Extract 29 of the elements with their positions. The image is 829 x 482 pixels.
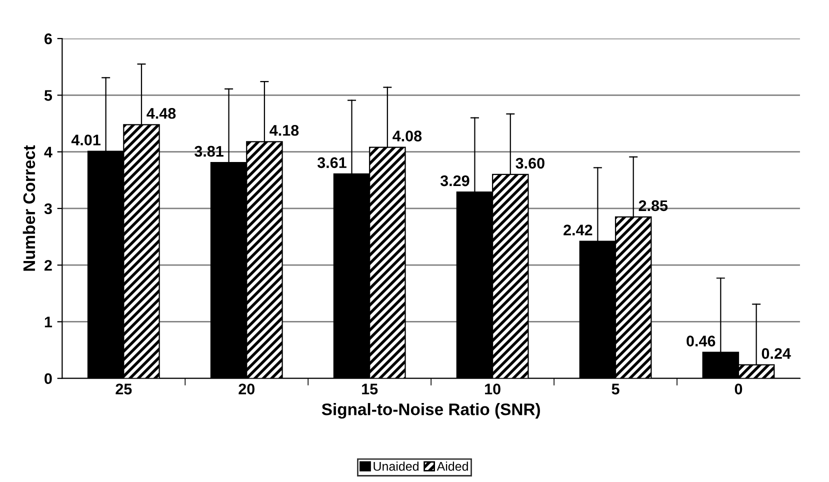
data-label: 4.01 <box>71 134 100 146</box>
x-tick-label: 0 <box>734 384 742 394</box>
data-label: 4.48 <box>146 108 176 119</box>
x-tick-label: 15 <box>362 384 378 394</box>
y-tick-label: 5 <box>44 90 52 101</box>
data-label: 2.42 <box>564 224 592 236</box>
y-axis-title: Number Correct <box>22 145 36 271</box>
x-tick-label: 25 <box>116 384 132 394</box>
x-tick-label: 5 <box>612 384 620 394</box>
y-tick-label: 3 <box>44 203 52 214</box>
data-label: 4.08 <box>392 130 422 142</box>
x-axis-title: Signal-to-Noise Ratio (SNR) <box>322 403 540 419</box>
x-tick-label: 20 <box>238 384 254 394</box>
data-label: 3.81 <box>194 146 224 157</box>
y-tick-label: 2 <box>44 260 52 271</box>
data-label: 0.46 <box>686 336 716 346</box>
data-label: 3.29 <box>440 175 470 186</box>
legend-label: Aided <box>436 462 468 471</box>
data-label: 3.60 <box>516 158 544 169</box>
data-label: 4.18 <box>270 124 299 136</box>
legend-label: Unaided <box>374 462 418 471</box>
data-label: 2.85 <box>638 200 668 212</box>
y-tick-label: 0 <box>44 373 52 384</box>
y-tick-label: 4 <box>44 146 52 158</box>
y-tick-label: 6 <box>44 33 52 44</box>
y-tick-label: 1 <box>44 316 52 328</box>
data-label: 0.24 <box>762 348 791 359</box>
x-tick-label: 10 <box>485 384 500 394</box>
data-label: 3.61 <box>317 157 346 168</box>
